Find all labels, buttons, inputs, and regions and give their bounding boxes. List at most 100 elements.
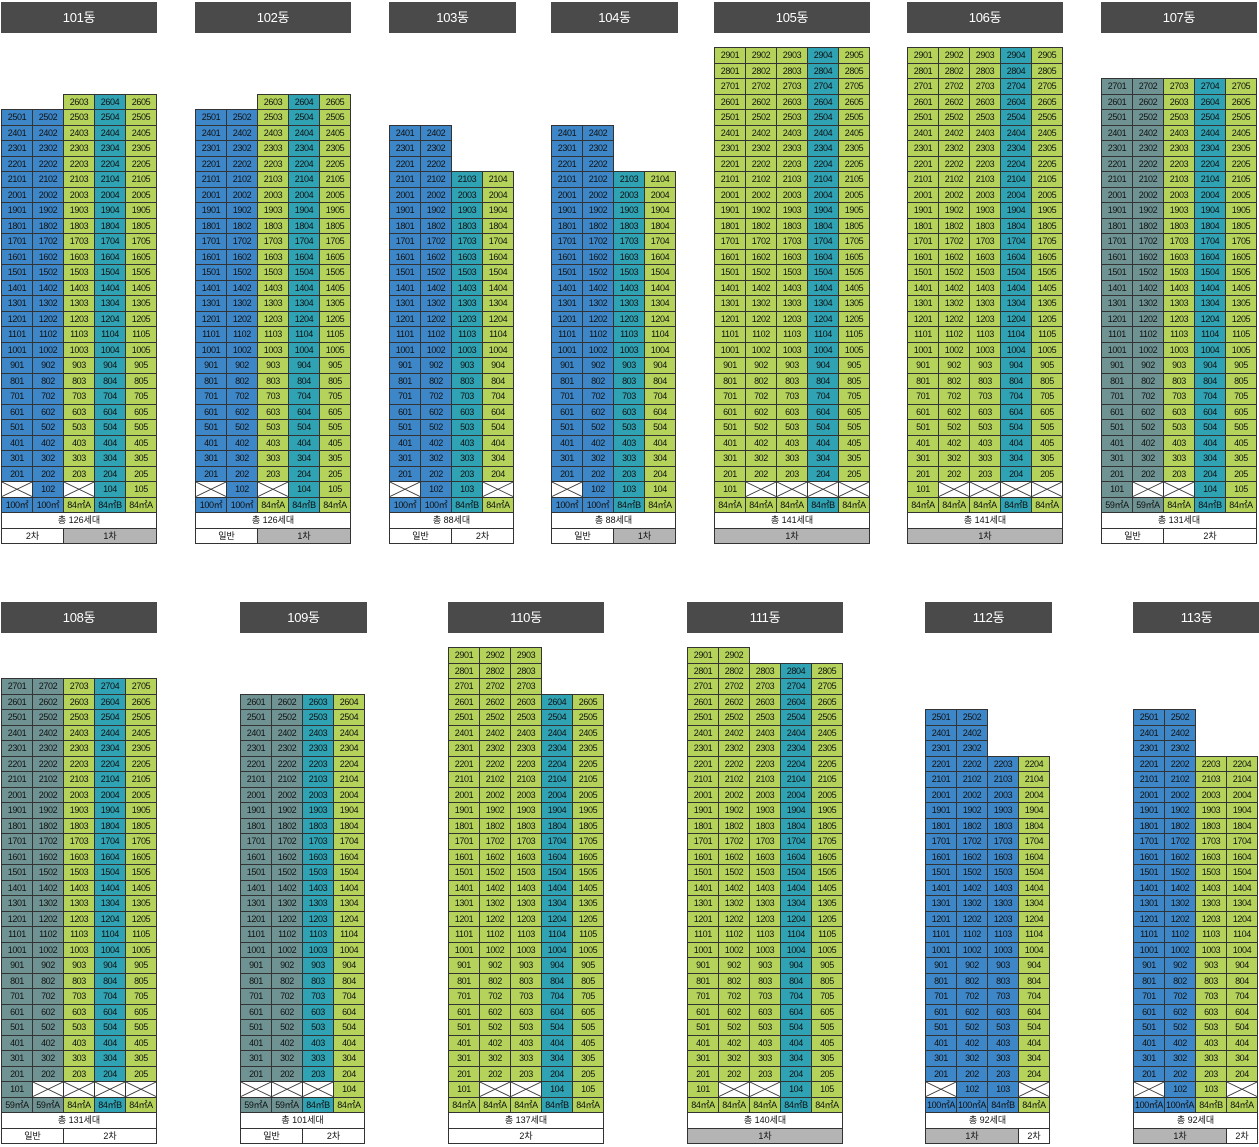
- unit-cell[interactable]: 303: [1195, 1050, 1227, 1067]
- unit-cell[interactable]: 203: [302, 1065, 334, 1082]
- unit-cell[interactable]: 2003: [776, 186, 808, 203]
- unit-cell[interactable]: 501: [1133, 1019, 1165, 1036]
- unit-cell[interactable]: 1102: [956, 926, 988, 943]
- unit-cell[interactable]: 405: [1225, 434, 1257, 451]
- unit-cell[interactable]: 2004: [94, 786, 126, 803]
- unit-cell[interactable]: 1805: [572, 817, 604, 834]
- unit-cell[interactable]: 2101: [240, 771, 272, 788]
- unit-cell[interactable]: 2504: [1194, 109, 1226, 126]
- unit-cell[interactable]: 2705: [838, 78, 870, 95]
- unit-cell[interactable]: 1102: [938, 326, 970, 343]
- unit-cell[interactable]: 305: [811, 1050, 843, 1067]
- unit-cell[interactable]: 1302: [271, 895, 303, 912]
- unit-cell[interactable]: 1904: [333, 802, 365, 819]
- unit-cell[interactable]: 904: [780, 957, 812, 974]
- unit-cell[interactable]: 2503: [1163, 109, 1195, 126]
- unit-cell[interactable]: 2404: [288, 124, 320, 141]
- unit-cell[interactable]: 201: [240, 1065, 272, 1082]
- unit-cell[interactable]: 1002: [1132, 341, 1164, 358]
- unit-cell[interactable]: 1503: [749, 864, 781, 881]
- unit-cell[interactable]: 2002: [956, 786, 988, 803]
- unit-cell[interactable]: 1601: [448, 848, 480, 865]
- unit-cell[interactable]: 2204: [1018, 755, 1050, 772]
- unit-cell[interactable]: 904: [541, 957, 573, 974]
- unit-cell[interactable]: 2003: [1195, 786, 1227, 803]
- unit-cell[interactable]: 1901: [1133, 802, 1165, 819]
- unit-cell[interactable]: 502: [1132, 419, 1164, 436]
- unit-cell[interactable]: 1704: [644, 233, 676, 250]
- unit-cell[interactable]: 2902: [745, 47, 777, 64]
- unit-cell[interactable]: 805: [811, 972, 843, 989]
- unit-cell[interactable]: 2602: [271, 693, 303, 710]
- unit-cell[interactable]: 2102: [32, 771, 64, 788]
- unit-cell[interactable]: 503: [63, 419, 95, 436]
- unit-cell[interactable]: 2303: [749, 740, 781, 757]
- unit-cell[interactable]: 202: [1164, 1065, 1196, 1082]
- unit-cell[interactable]: 601: [551, 403, 583, 420]
- unit-cell[interactable]: 1503: [63, 264, 95, 281]
- unit-cell[interactable]: 505: [811, 1019, 843, 1036]
- unit-cell[interactable]: 1601: [1, 248, 33, 265]
- unit-cell[interactable]: 2201: [240, 755, 272, 772]
- unit-cell[interactable]: 1204: [1018, 910, 1050, 927]
- unit-cell[interactable]: 802: [226, 372, 258, 389]
- unit-cell[interactable]: 701: [907, 388, 939, 405]
- unit-cell[interactable]: 702: [1164, 988, 1196, 1005]
- unit-cell[interactable]: 805: [319, 372, 351, 389]
- unit-cell[interactable]: 1105: [125, 326, 157, 343]
- unit-cell[interactable]: 1201: [195, 310, 227, 327]
- unit-cell[interactable]: 401: [925, 1034, 957, 1051]
- unit-cell[interactable]: 1105: [811, 926, 843, 943]
- unit-cell[interactable]: 502: [32, 419, 64, 436]
- unit-cell[interactable]: 2804: [1000, 62, 1032, 79]
- unit-cell[interactable]: 704: [541, 988, 573, 1005]
- unit-cell[interactable]: 902: [271, 957, 303, 974]
- unit-cell[interactable]: 2302: [582, 140, 614, 157]
- unit-cell[interactable]: 201: [687, 1065, 719, 1082]
- unit-cell[interactable]: 1504: [644, 264, 676, 281]
- unit-cell[interactable]: 1401: [687, 879, 719, 896]
- unit-cell[interactable]: 801: [1, 372, 33, 389]
- unit-cell[interactable]: 2701: [714, 78, 746, 95]
- unit-cell[interactable]: 501: [714, 419, 746, 436]
- unit-cell[interactable]: 2103: [1195, 771, 1227, 788]
- unit-cell[interactable]: 2105: [1031, 171, 1063, 188]
- unit-cell[interactable]: 2601: [448, 693, 480, 710]
- unit-cell[interactable]: 902: [745, 357, 777, 374]
- unit-cell[interactable]: 1101: [714, 326, 746, 343]
- unit-cell[interactable]: 1302: [32, 295, 64, 312]
- unit-cell[interactable]: 1203: [749, 910, 781, 927]
- unit-cell[interactable]: 404: [780, 1034, 812, 1051]
- unit-cell[interactable]: 1601: [1133, 848, 1165, 865]
- unit-cell[interactable]: 1102: [1132, 326, 1164, 343]
- unit-cell[interactable]: 2004: [780, 786, 812, 803]
- unit-cell[interactable]: 2104: [482, 171, 514, 188]
- unit-cell[interactable]: 2204: [1000, 155, 1032, 172]
- unit-cell[interactable]: 1702: [1164, 833, 1196, 850]
- unit-cell[interactable]: 505: [838, 419, 870, 436]
- unit-cell[interactable]: 402: [420, 434, 452, 451]
- unit-cell[interactable]: 605: [811, 1003, 843, 1020]
- unit-cell[interactable]: 2101: [907, 171, 939, 188]
- unit-cell[interactable]: 1303: [613, 295, 645, 312]
- unit-cell[interactable]: 1104: [94, 926, 126, 943]
- unit-cell[interactable]: 303: [510, 1050, 542, 1067]
- unit-cell[interactable]: 301: [1, 450, 33, 467]
- unit-cell[interactable]: 102: [1164, 1081, 1196, 1098]
- unit-cell[interactable]: 401: [1101, 434, 1133, 451]
- unit-cell[interactable]: 2902: [479, 647, 511, 664]
- unit-cell[interactable]: 1504: [1018, 864, 1050, 881]
- unit-cell[interactable]: 701: [240, 988, 272, 1005]
- unit-cell[interactable]: 1502: [1132, 264, 1164, 281]
- unit-cell[interactable]: 2702: [938, 78, 970, 95]
- unit-cell[interactable]: 2604: [94, 693, 126, 710]
- unit-cell[interactable]: 1004: [1194, 341, 1226, 358]
- unit-cell[interactable]: 2302: [32, 140, 64, 157]
- unit-cell[interactable]: 304: [1018, 1050, 1050, 1067]
- unit-cell[interactable]: 1803: [749, 817, 781, 834]
- unit-cell[interactable]: 1601: [240, 848, 272, 865]
- unit-cell[interactable]: 1404: [780, 879, 812, 896]
- unit-cell[interactable]: 1904: [1194, 202, 1226, 219]
- unit-cell[interactable]: 2603: [1163, 93, 1195, 110]
- unit-cell[interactable]: 904: [482, 357, 514, 374]
